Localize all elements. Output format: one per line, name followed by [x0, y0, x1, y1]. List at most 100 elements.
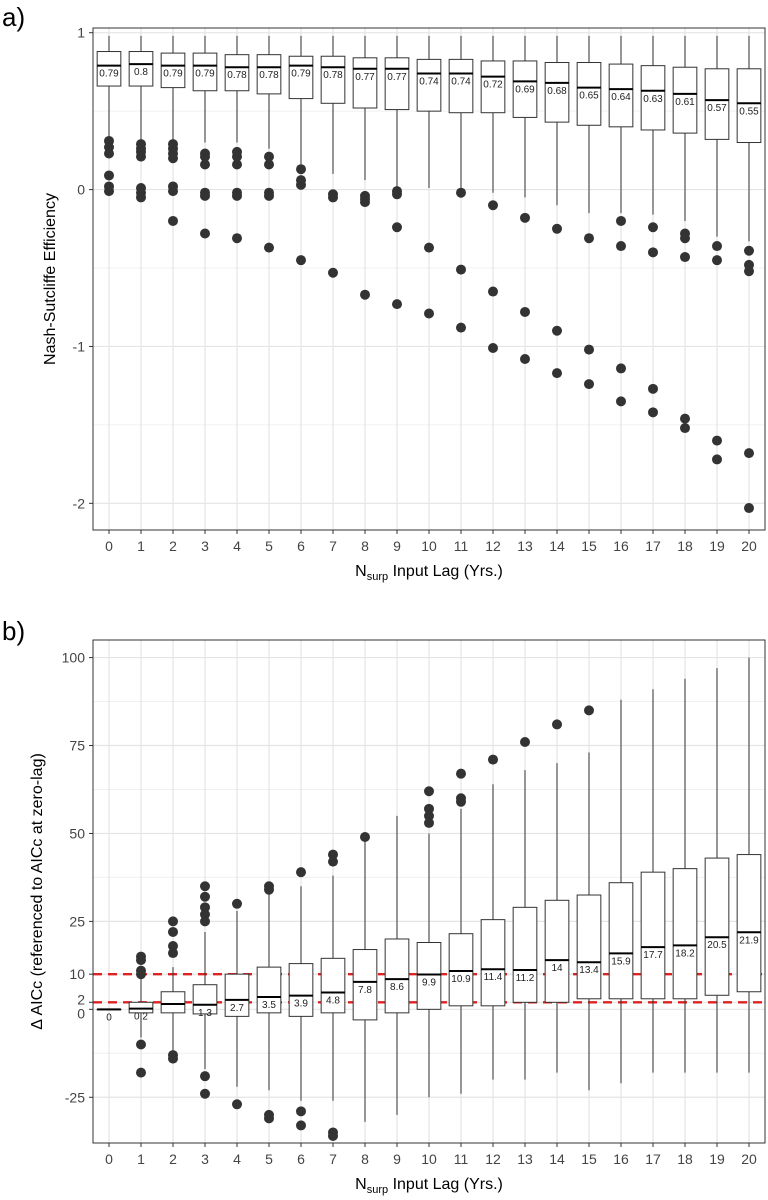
- y-tick-label: 25: [69, 913, 85, 929]
- outlier-point: [744, 245, 754, 256]
- x-tick-label: 19: [709, 1151, 725, 1167]
- y-axis-title: Δ AICc (referenced to AICc at zero-lag): [29, 753, 46, 1030]
- median-label: 2.7: [230, 1003, 244, 1014]
- outlier-point: [296, 1106, 306, 1117]
- box-a-lag-3: 0.79: [192, 35, 218, 239]
- box-b-lag-11: 10.9: [448, 768, 474, 1094]
- box-b-lag-0: 0: [96, 1008, 122, 1023]
- median-label: 0.74: [419, 76, 439, 87]
- outlier-point: [712, 255, 722, 266]
- box-a-lag-6: 0.79: [288, 35, 314, 266]
- outlier-point: [264, 159, 274, 170]
- outlier-point: [680, 252, 690, 263]
- outlier-point: [616, 215, 626, 226]
- outlier-point: [424, 817, 434, 828]
- box-iqr: [512, 60, 538, 118]
- outlier-point: [264, 242, 274, 253]
- box-a-lag-9: 0.77: [384, 35, 410, 310]
- median-label: 0.78: [227, 70, 247, 81]
- outlier-point: [264, 190, 274, 201]
- outlier-point: [680, 423, 690, 434]
- x-tick-label: 8: [361, 538, 369, 554]
- box-a-lag-5: 0.78: [256, 35, 282, 253]
- x-tick-label: 10: [421, 538, 437, 554]
- outlier-point: [648, 383, 658, 394]
- outlier-point: [104, 170, 114, 181]
- x-tick-label: 4: [233, 1151, 241, 1167]
- y-tick-label: -1: [73, 338, 86, 354]
- panel-b: 0 0.2 1.3 2.7 3.5 3.9 4.8 7.8 8.6 9.9 10.9 11.4 11.2…: [29, 639, 766, 1196]
- outlier-point: [456, 187, 466, 198]
- box-a-lag-4: 0.78: [224, 35, 250, 244]
- median-label: 0.65: [579, 91, 599, 102]
- box-b-lag-10: 9.9: [416, 786, 442, 1098]
- box-b-lag-7: 4.8: [320, 849, 346, 1141]
- outlier-point: [584, 344, 594, 355]
- outlier-point: [456, 768, 466, 779]
- box-b-lag-6: 3.9: [288, 867, 314, 1131]
- x-tick-label: 12: [485, 1151, 501, 1167]
- median-label: 14: [551, 963, 563, 974]
- median-label: 0.61: [675, 97, 695, 108]
- box-iqr: [512, 906, 538, 1003]
- outlier-point: [200, 902, 210, 913]
- x-tick-label: 16: [613, 538, 629, 554]
- outlier-point: [424, 810, 434, 821]
- outlier-point: [264, 151, 274, 162]
- outlier-point: [712, 454, 722, 465]
- outlier-point: [232, 1099, 242, 1110]
- x-tick-label: 2: [169, 1151, 177, 1167]
- median-label: 13.4: [579, 965, 599, 976]
- box-iqr: [416, 58, 442, 112]
- median-label: 0.69: [515, 84, 535, 95]
- outlier-point: [328, 1130, 338, 1141]
- outlier-point: [360, 289, 370, 300]
- outlier-point: [168, 215, 178, 226]
- box-iqr: [672, 868, 698, 1000]
- outlier-point: [136, 969, 146, 980]
- y-tick-label: -25: [65, 1089, 85, 1105]
- outlier-point: [200, 1071, 210, 1082]
- x-tick-label: 7: [329, 538, 337, 554]
- outlier-point: [296, 164, 306, 175]
- outlier-point: [136, 1067, 146, 1078]
- outlier-point: [648, 247, 658, 258]
- median-label: 15.9: [611, 956, 631, 967]
- box-a-lag-1: 0.8: [128, 35, 154, 203]
- box-a-lag-2: 0.79: [160, 35, 186, 226]
- box-iqr: [192, 52, 218, 92]
- y-tick-label: 0: [77, 1005, 85, 1021]
- box-iqr: [160, 991, 186, 1014]
- box-b-lag-2: [160, 916, 186, 1064]
- x-tick-label: 7: [329, 1151, 337, 1167]
- box-iqr: [160, 52, 186, 89]
- outlier-point: [520, 737, 530, 748]
- box-iqr: [320, 957, 346, 1014]
- box-iqr: [256, 54, 282, 95]
- box-b-lag-15: 13.4: [576, 705, 602, 1091]
- outlier-point: [328, 849, 338, 860]
- box-b-lag-8: 7.8: [352, 831, 378, 1122]
- box-b-lag-13: 11.2: [512, 737, 538, 1080]
- outlier-point: [232, 898, 242, 909]
- outlier-point: [680, 413, 690, 424]
- x-tick-label: 11: [454, 538, 469, 554]
- outlier-point: [424, 308, 434, 319]
- box-b-lag-9: 8.6: [384, 815, 410, 1115]
- box-iqr: [416, 942, 442, 1010]
- x-tick-label: 9: [393, 1151, 401, 1167]
- outlier-point: [552, 325, 562, 336]
- x-tick-label: 5: [265, 538, 273, 554]
- outlier-point: [168, 948, 178, 959]
- outlier-point: [360, 831, 370, 842]
- box-iqr: [480, 919, 506, 1007]
- outlier-point: [328, 267, 338, 278]
- median-label: 0.55: [739, 106, 759, 117]
- x-tick-label: 12: [485, 538, 501, 554]
- x-tick-label: 19: [709, 538, 725, 554]
- x-tick-label: 14: [549, 1151, 565, 1167]
- y-tick-label: 0: [77, 182, 85, 198]
- y-tick-label: 100: [62, 650, 86, 666]
- box-a-lag-12: 0.72: [480, 35, 506, 354]
